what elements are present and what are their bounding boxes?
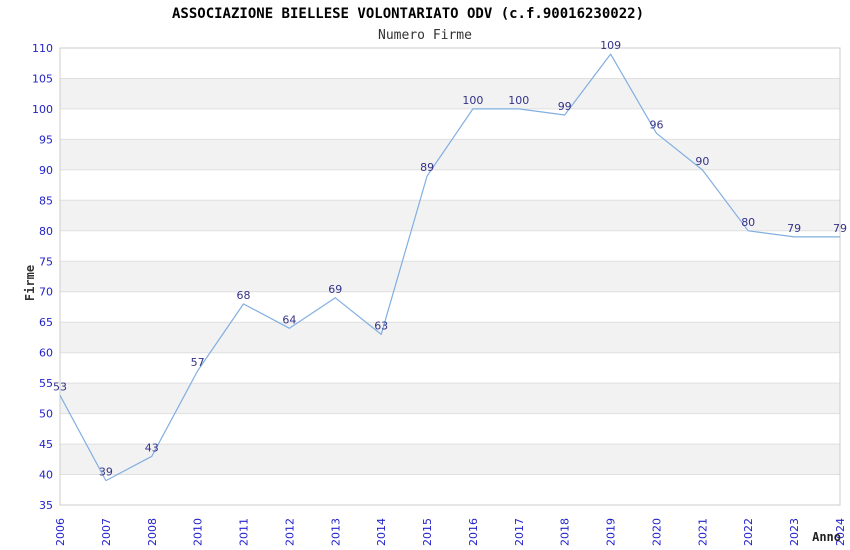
chart-title: ASSOCIAZIONE BIELLESE VOLONTARIATO ODV (… bbox=[171, 6, 644, 22]
data-label: 79 bbox=[833, 222, 847, 235]
y-tick-label: 65 bbox=[39, 316, 53, 329]
data-label: 53 bbox=[53, 380, 67, 393]
x-tick-label: 2008 bbox=[146, 518, 159, 546]
data-label: 89 bbox=[420, 161, 434, 174]
x-tick-label: 2010 bbox=[192, 518, 205, 546]
data-label: 109 bbox=[600, 39, 621, 52]
plot-band bbox=[60, 78, 840, 109]
x-tick-label: 2012 bbox=[283, 518, 296, 546]
x-tick-label: 2024 bbox=[834, 518, 847, 546]
x-tick-label: 2020 bbox=[651, 518, 664, 546]
data-label: 100 bbox=[462, 94, 483, 107]
data-label: 79 bbox=[787, 222, 801, 235]
x-tick-label: 2006 bbox=[54, 518, 67, 546]
plot-band bbox=[60, 261, 840, 292]
y-tick-label: 100 bbox=[32, 103, 53, 116]
y-tick-label: 85 bbox=[39, 194, 53, 207]
data-label: 64 bbox=[282, 313, 296, 326]
x-tick-label: 2013 bbox=[329, 518, 342, 546]
data-label: 57 bbox=[191, 356, 205, 369]
plot-band bbox=[60, 322, 840, 353]
data-label: 90 bbox=[695, 155, 709, 168]
data-line bbox=[59, 53, 840, 482]
plot-band bbox=[60, 444, 840, 475]
x-tick-label: 2019 bbox=[605, 518, 618, 546]
x-axis-title: Anno bbox=[812, 530, 841, 544]
x-tick-label: 2016 bbox=[467, 518, 480, 546]
x-tick-label: 2007 bbox=[100, 518, 113, 546]
y-tick-label: 45 bbox=[39, 438, 53, 451]
x-tick-label: 2018 bbox=[559, 518, 572, 546]
x-tick-label: 2015 bbox=[421, 518, 434, 546]
x-tick-label: 2023 bbox=[788, 518, 801, 546]
plot-band bbox=[60, 383, 840, 414]
x-tick-label: 2014 bbox=[375, 518, 388, 546]
x-tick-label: 2017 bbox=[513, 518, 526, 546]
data-label: 99 bbox=[558, 100, 572, 113]
y-axis-title: Firme bbox=[23, 264, 37, 302]
data-label: 39 bbox=[99, 466, 113, 479]
data-label: 68 bbox=[237, 289, 251, 302]
y-tick-label: 40 bbox=[39, 469, 53, 482]
y-tick-label: 35 bbox=[39, 499, 53, 512]
y-tick-label: 50 bbox=[39, 408, 53, 421]
x-tick-label: 2022 bbox=[742, 518, 755, 546]
y-tick-label: 55 bbox=[39, 377, 53, 390]
data-label: 96 bbox=[650, 118, 664, 131]
x-tick-label: 2011 bbox=[238, 518, 251, 546]
y-tick-label: 70 bbox=[39, 286, 53, 299]
plot-border bbox=[59, 47, 841, 506]
y-tick-label: 80 bbox=[39, 225, 53, 238]
plot-band bbox=[60, 139, 840, 170]
y-tick-label: 110 bbox=[32, 42, 53, 55]
data-label: 100 bbox=[508, 94, 529, 107]
data-label: 63 bbox=[374, 319, 388, 332]
y-tick-label: 75 bbox=[39, 255, 53, 268]
data-label: 43 bbox=[145, 441, 159, 454]
data-label: 80 bbox=[741, 216, 755, 229]
plot-band bbox=[60, 200, 840, 231]
y-tick-label: 90 bbox=[39, 164, 53, 177]
data-label: 69 bbox=[328, 283, 342, 296]
x-tick-label: 2021 bbox=[696, 518, 709, 546]
y-tick-label: 95 bbox=[39, 133, 53, 146]
y-tick-label: 60 bbox=[39, 347, 53, 360]
y-tick-label: 105 bbox=[32, 73, 53, 86]
chart-subtitle: Numero Firme bbox=[378, 28, 472, 43]
